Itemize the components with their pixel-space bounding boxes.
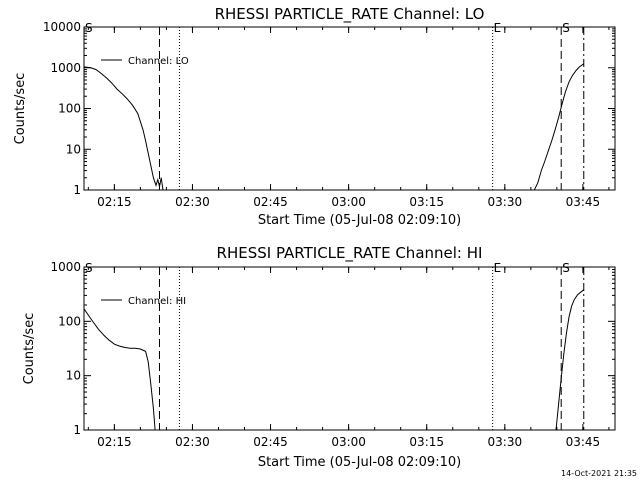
series-line bbox=[84, 66, 164, 190]
plot-frame bbox=[83, 266, 616, 431]
event-marker-label: E bbox=[494, 261, 502, 275]
y-tick-label: 1 bbox=[73, 423, 81, 437]
y-tick-label: 1000 bbox=[50, 61, 81, 75]
series-line bbox=[84, 308, 156, 430]
x-tick-label: 03:15 bbox=[409, 195, 444, 209]
x-tick-label: 02:15 bbox=[97, 195, 132, 209]
lo-channel-panel: RHESSI PARTICLE_RATE Channel: LO Start Ti… bbox=[13, 5, 616, 228]
series-line bbox=[533, 63, 585, 190]
x-tick-label: 03:45 bbox=[566, 435, 601, 449]
y-tick-label: 100 bbox=[58, 314, 81, 328]
x-tick-label: 02:15 bbox=[97, 435, 132, 449]
x-axis-label: Start Time (05-Jul-08 02:09:10) bbox=[258, 455, 461, 470]
x-tick-label: 03:30 bbox=[488, 435, 523, 449]
x-tick-label: 02:45 bbox=[253, 195, 288, 209]
y-tick-label: 10000 bbox=[43, 20, 81, 34]
y-axis-label: Counts/sec bbox=[22, 313, 37, 385]
x-tick-label: 03:00 bbox=[331, 195, 366, 209]
plot-frame bbox=[83, 26, 616, 191]
x-tick-label: 03:00 bbox=[331, 435, 366, 449]
y-tick-label: 100 bbox=[58, 102, 81, 116]
event-marker-label: S bbox=[85, 21, 93, 35]
timestamp-footer: 14-Oct-2021 21:35 bbox=[561, 469, 637, 478]
x-tick-label: 03:15 bbox=[409, 435, 444, 449]
x-axis-label: Start Time (05-Jul-08 02:09:10) bbox=[258, 213, 461, 228]
x-tick-label: 03:45 bbox=[566, 195, 601, 209]
series-line bbox=[555, 289, 585, 430]
x-tick-label: 03:30 bbox=[488, 195, 523, 209]
x-tick-label: 02:45 bbox=[253, 435, 288, 449]
event-marker-label: E bbox=[494, 21, 502, 35]
hi-channel-panel: RHESSI PARTICLE_RATE Channel: HI Start Ti… bbox=[22, 244, 616, 470]
y-tick-label: 1000 bbox=[50, 260, 81, 274]
x-tick-label: 02:30 bbox=[175, 195, 210, 209]
y-axis-label: Counts/sec bbox=[13, 73, 28, 145]
chart-title: RHESSI PARTICLE_RATE Channel: LO bbox=[215, 5, 485, 24]
legend-label: Channel: LO bbox=[128, 56, 189, 67]
y-tick-label: 10 bbox=[66, 369, 81, 383]
legend-label: Channel: HI bbox=[128, 296, 186, 307]
y-tick-label: 10 bbox=[66, 142, 81, 156]
event-marker-label: S bbox=[562, 21, 570, 35]
chart-title: RHESSI PARTICLE_RATE Channel: HI bbox=[217, 244, 483, 263]
x-tick-label: 02:30 bbox=[175, 435, 210, 449]
y-tick-label: 1 bbox=[73, 183, 81, 197]
event-marker-label: S bbox=[85, 261, 93, 275]
event-marker-label: S bbox=[562, 261, 570, 275]
